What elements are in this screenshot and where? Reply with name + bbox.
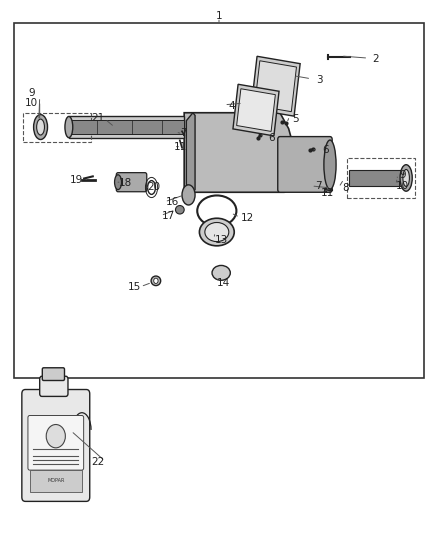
Ellipse shape [212, 265, 230, 280]
Text: 6: 6 [268, 133, 275, 143]
FancyBboxPatch shape [278, 136, 332, 192]
Bar [349, 170, 405, 186]
Text: 11: 11 [174, 142, 187, 152]
Ellipse shape [205, 222, 229, 241]
Text: 2: 2 [372, 54, 379, 64]
Polygon shape [237, 89, 276, 132]
Text: 8: 8 [342, 183, 349, 193]
Ellipse shape [176, 206, 184, 214]
Text: 7: 7 [315, 181, 321, 191]
Text: 9: 9 [28, 88, 35, 98]
Text: 14: 14 [217, 278, 230, 288]
Text: 15: 15 [127, 282, 141, 292]
FancyBboxPatch shape [22, 390, 90, 502]
Text: 12: 12 [240, 213, 254, 223]
Text: 17: 17 [162, 211, 175, 221]
Text: 10: 10 [396, 181, 409, 191]
Text: 20: 20 [147, 182, 160, 192]
Bar [23, 113, 91, 142]
Text: 11: 11 [321, 188, 335, 198]
Ellipse shape [34, 115, 47, 140]
Text: 10: 10 [25, 98, 38, 108]
Polygon shape [233, 84, 279, 136]
Ellipse shape [182, 185, 195, 205]
Ellipse shape [37, 119, 45, 135]
Bar [30, 470, 82, 492]
Text: 5: 5 [292, 114, 298, 124]
Polygon shape [184, 113, 306, 192]
FancyBboxPatch shape [42, 368, 64, 381]
Ellipse shape [115, 175, 121, 190]
Text: 6: 6 [322, 146, 329, 156]
Polygon shape [251, 56, 300, 116]
Ellipse shape [154, 278, 158, 284]
Ellipse shape [403, 169, 410, 187]
Text: 22: 22 [92, 457, 105, 466]
Text: 13: 13 [215, 235, 228, 245]
Polygon shape [254, 61, 297, 112]
FancyBboxPatch shape [40, 376, 68, 397]
Ellipse shape [151, 276, 161, 286]
Text: 1: 1 [215, 11, 223, 21]
Text: 9: 9 [399, 171, 406, 180]
Ellipse shape [65, 116, 73, 138]
Bar [69, 120, 184, 134]
Bar [69, 116, 184, 138]
Text: 16: 16 [166, 197, 179, 207]
Text: 4: 4 [229, 101, 235, 111]
Ellipse shape [400, 165, 412, 191]
Text: MOPAR: MOPAR [47, 478, 64, 483]
FancyBboxPatch shape [28, 416, 84, 470]
Text: 19: 19 [70, 175, 83, 185]
Bar [14, 22, 424, 378]
FancyBboxPatch shape [116, 173, 147, 192]
Text: 21: 21 [92, 113, 105, 123]
Text: 7: 7 [180, 128, 187, 138]
Circle shape [46, 424, 65, 448]
Ellipse shape [324, 140, 336, 189]
Polygon shape [186, 113, 195, 192]
Ellipse shape [199, 218, 234, 246]
Text: 18: 18 [119, 177, 132, 188]
Text: 3: 3 [316, 75, 322, 85]
Bar [347, 158, 415, 198]
